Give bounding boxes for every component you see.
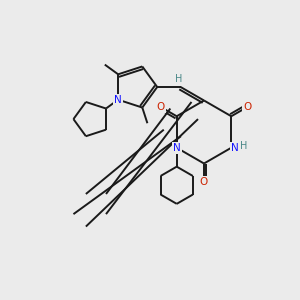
Text: O: O	[157, 102, 165, 112]
Text: N: N	[173, 143, 181, 153]
Text: O: O	[200, 177, 208, 187]
Text: H: H	[176, 74, 183, 84]
Text: N: N	[114, 95, 122, 105]
Text: O: O	[243, 102, 251, 112]
Text: H: H	[240, 141, 247, 151]
Text: N: N	[231, 143, 239, 153]
